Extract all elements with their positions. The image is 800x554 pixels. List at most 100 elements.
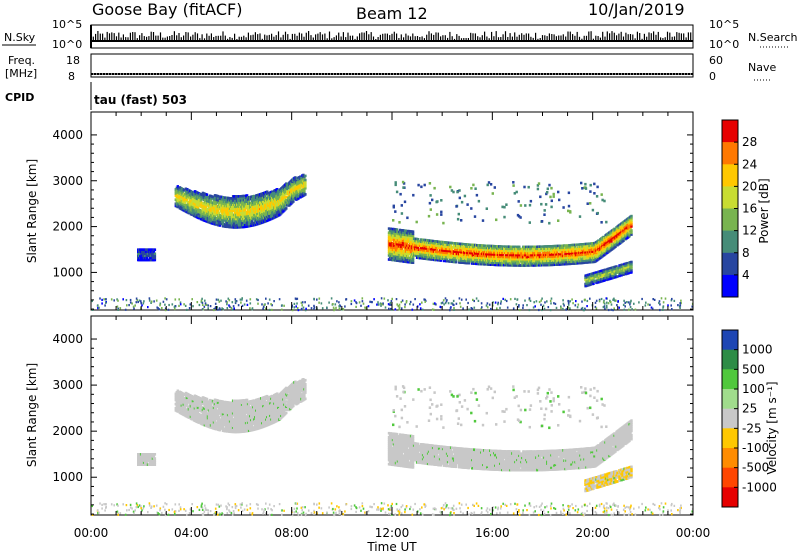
power-cell bbox=[502, 253, 505, 257]
power-cell bbox=[520, 258, 523, 261]
power-cell bbox=[263, 193, 266, 197]
power-cell bbox=[444, 297, 447, 300]
power-cell bbox=[502, 297, 504, 300]
power-cell bbox=[547, 306, 550, 309]
power-cell bbox=[490, 307, 492, 311]
power-cell bbox=[409, 250, 413, 254]
power-cell bbox=[201, 301, 204, 304]
power-cell bbox=[608, 271, 611, 274]
power-cell bbox=[548, 183, 551, 187]
power-cell bbox=[634, 308, 637, 311]
nsearch-label: N.Search bbox=[748, 31, 798, 44]
power-cell bbox=[466, 203, 469, 206]
power-cell bbox=[433, 248, 437, 251]
power-cell bbox=[207, 307, 209, 310]
power-cell bbox=[616, 271, 619, 274]
power-cell bbox=[633, 302, 635, 305]
power-cell bbox=[566, 262, 569, 266]
power-cell bbox=[226, 303, 228, 306]
power-cell bbox=[227, 196, 231, 200]
power-cell bbox=[505, 299, 508, 303]
power-cell bbox=[522, 262, 525, 265]
power-cell bbox=[243, 303, 246, 306]
power-cell bbox=[556, 250, 559, 254]
power-cell bbox=[593, 250, 596, 253]
power-cell bbox=[482, 250, 485, 254]
power-cell bbox=[134, 304, 136, 307]
power-cell bbox=[335, 306, 337, 309]
power-cell bbox=[420, 240, 424, 244]
power-cell bbox=[277, 191, 280, 195]
power-cell bbox=[432, 302, 435, 305]
power-cell bbox=[373, 298, 375, 301]
power-cell bbox=[285, 207, 288, 210]
power-cell bbox=[549, 195, 552, 199]
power-cell bbox=[293, 302, 296, 305]
power-cell bbox=[428, 201, 432, 205]
power-cell bbox=[529, 260, 532, 263]
power-cell bbox=[590, 276, 593, 280]
power-cell bbox=[469, 253, 472, 257]
power-cell bbox=[451, 258, 455, 261]
power-cell bbox=[149, 250, 153, 253]
power-cell bbox=[401, 299, 404, 302]
power-cell bbox=[481, 219, 485, 222]
power-cell bbox=[97, 307, 99, 310]
power-cell bbox=[523, 260, 526, 263]
power-cell bbox=[508, 259, 511, 263]
power-cell bbox=[449, 252, 453, 255]
power-cell bbox=[562, 307, 564, 310]
power-cell bbox=[586, 299, 589, 303]
power-cell bbox=[439, 305, 442, 308]
power-cell bbox=[526, 253, 529, 257]
power-cell bbox=[192, 204, 196, 207]
power-cell bbox=[570, 254, 573, 257]
beam-title: Beam 12 bbox=[356, 4, 428, 23]
power-cell bbox=[623, 299, 625, 302]
power-cell bbox=[192, 191, 196, 195]
cpid-value: tau (fast) 503 bbox=[94, 93, 187, 107]
power-cell bbox=[566, 252, 569, 255]
power-cell bbox=[362, 302, 365, 305]
power-cell bbox=[276, 188, 279, 191]
nsearch-tick-high: 10^5 bbox=[709, 18, 739, 31]
power-cell bbox=[183, 303, 185, 306]
power-cell bbox=[262, 218, 265, 222]
power-cell bbox=[486, 183, 489, 187]
power-cell bbox=[459, 305, 462, 308]
power-cell bbox=[610, 303, 613, 306]
power-cell bbox=[365, 307, 367, 310]
power-cell bbox=[400, 301, 403, 304]
power-cell bbox=[475, 193, 479, 197]
power-cell bbox=[213, 214, 217, 218]
power-cell bbox=[612, 274, 615, 277]
power-cell bbox=[250, 218, 253, 221]
power-cell bbox=[528, 221, 531, 224]
power-cell bbox=[271, 308, 273, 311]
power-cell bbox=[586, 202, 589, 205]
power-cell bbox=[613, 272, 616, 275]
power-cell bbox=[277, 212, 280, 215]
power-cell bbox=[119, 307, 122, 310]
power-cell bbox=[603, 199, 606, 203]
power-cell bbox=[411, 230, 415, 233]
power-cell bbox=[218, 224, 222, 227]
power-cell bbox=[586, 305, 588, 308]
power-cell bbox=[197, 198, 201, 201]
power-cell bbox=[215, 221, 219, 224]
freq-label: Freq. bbox=[8, 54, 35, 67]
power-cell bbox=[644, 304, 647, 307]
power-cell bbox=[550, 186, 553, 190]
power-cell bbox=[277, 202, 280, 205]
power-cell bbox=[394, 210, 397, 213]
power-cell bbox=[595, 195, 599, 198]
power-cell bbox=[333, 309, 335, 312]
power-cell bbox=[316, 298, 318, 301]
power-cell bbox=[493, 186, 496, 189]
power-cell bbox=[174, 305, 177, 308]
power-cell bbox=[504, 298, 506, 301]
power-cell bbox=[484, 263, 487, 266]
power-cell bbox=[587, 275, 590, 279]
power-cell bbox=[575, 251, 578, 255]
power-cell bbox=[416, 246, 420, 249]
